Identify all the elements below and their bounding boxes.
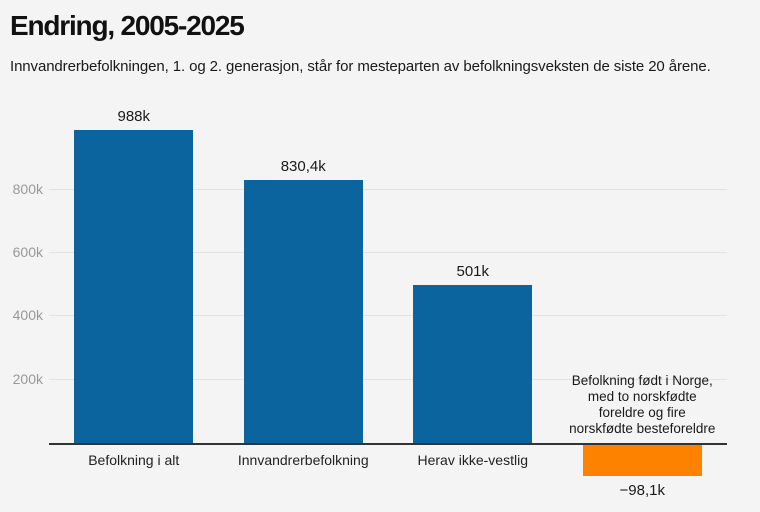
x-axis-label-befolkning-i-alt: Befolkning i alt <box>88 452 180 468</box>
annotation-line: norskfødte besteforeldre <box>569 421 716 436</box>
annotation-line: foreldre og fire <box>598 405 686 420</box>
gridline-200k <box>49 378 727 380</box>
gridline-400k <box>49 315 727 317</box>
annotation-line: med to norskfødte <box>587 389 697 404</box>
y-axis-label-400k: 400k <box>12 307 43 324</box>
y-axis-label-800k: 800k <box>12 180 43 197</box>
gridline-800k <box>49 188 727 190</box>
y-axis-label-600k: 600k <box>12 244 43 261</box>
bar-befolkning-fodt-i-norge[interactable] <box>582 445 702 477</box>
y-axis-label-200k: 200k <box>12 370 43 387</box>
chart-subtitle: Innvandrerbefolkningen, 1. og 2. generas… <box>10 58 711 75</box>
bar-innvandrerbefolkning[interactable] <box>243 180 363 443</box>
x-axis-line <box>49 443 727 445</box>
bar-value-label-innvandrerbefolkning: 830,4k <box>280 158 326 176</box>
bar-befolkning-i-alt[interactable] <box>74 130 194 443</box>
chart-title: Endring, 2005-2025 <box>10 10 245 41</box>
annotation-line: Befolkning født i Norge, <box>571 373 713 388</box>
x-axis-label-herav-ikke-vestlig: Herav ikke-vestlig <box>417 452 528 468</box>
negative-bar-annotation: Befolkning født i Norge, med to norskfødt… <box>522 373 760 437</box>
gridline-600k <box>49 252 727 254</box>
bar-value-label-befolkning-fodt-i-norge: −98,1k <box>619 482 665 500</box>
x-axis-label-innvandrerbefolkning: Innvandrerbefolkning <box>237 452 369 468</box>
bar-value-label-herav-ikke-vestlig: 501k <box>456 262 490 280</box>
bar-value-label-befolkning-i-alt: 988k <box>117 108 151 126</box>
bar-herav-ikke-vestlig[interactable] <box>413 284 533 443</box>
